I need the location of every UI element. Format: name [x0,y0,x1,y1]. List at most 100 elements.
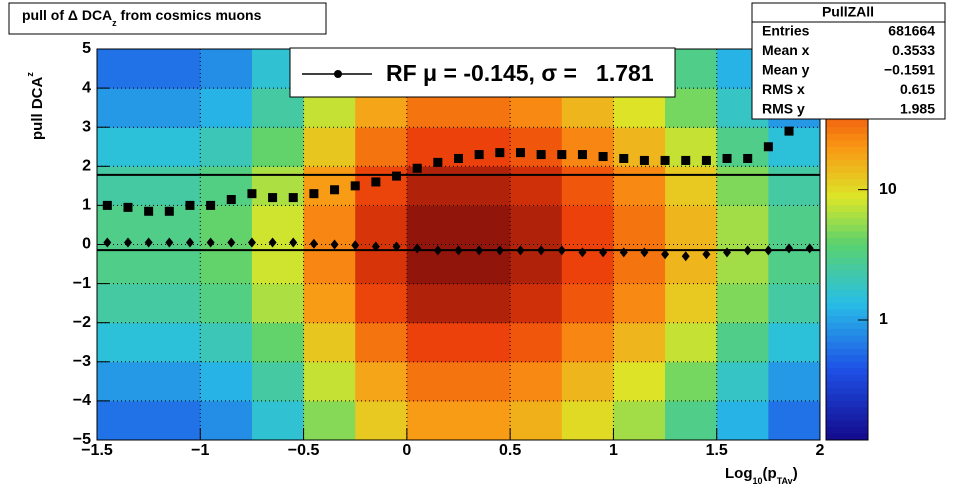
y-tick-label: 5 [82,40,91,57]
colorbar-band [826,342,868,350]
heat-cell [97,283,150,324]
colorbar-band [826,381,868,389]
x-tick-label: −0.5 [288,442,320,459]
stats-value: 0.3533 [892,42,935,58]
heat-cell [303,166,356,206]
colorbar-band [826,329,868,337]
profile-point [743,245,752,256]
heat-cell [768,205,821,245]
colorbar-band [826,290,868,298]
profile-point [722,153,732,163]
colorbar-band [826,120,868,128]
colorbar-band [826,309,868,317]
profile-point [412,163,422,173]
heat-cell [458,322,511,363]
profile-point [763,142,773,152]
colorbar-band [826,140,868,148]
heat-cell [303,127,356,167]
heat-cell [148,361,201,402]
heat-cell [303,283,356,324]
x-tick-label: −1 [191,442,209,459]
profile-point [102,200,112,210]
z-tick-label: 1 [879,311,888,328]
colorbar-band [826,368,868,376]
heat-cell [458,205,511,245]
colorbar-band [826,172,868,180]
y-axis-label: pull DCAz [25,72,46,140]
heat-cell [768,361,821,402]
profile-point [164,206,174,216]
heat-cell [510,400,563,441]
colorbar-band [826,231,868,239]
profile-point [123,202,133,212]
profile-point [805,243,814,254]
profile-point [640,247,649,258]
heat-cell [716,322,769,363]
heat-cell [716,283,769,324]
profile-point [537,245,546,256]
heat-cell [97,322,150,363]
heat-cell [768,283,821,324]
heat-cell [355,361,408,402]
heat-cell [510,205,563,245]
profile-point [351,240,360,251]
heat-cell [355,283,408,324]
heat-cell [406,166,459,206]
colorbar-band [826,192,868,200]
colorbar-band [826,387,868,395]
profile-point [330,185,340,195]
y-tick-label: −3 [73,353,91,370]
heat-cell [768,400,821,441]
profile-point [247,189,257,199]
heat-cell [148,49,201,89]
heat-cell [148,322,201,363]
heat-cell [613,400,666,441]
heat-cell [458,361,511,402]
heat-cell [510,127,563,167]
heat-cell [303,400,356,441]
profile-point [578,247,587,258]
heat-cell [510,361,563,402]
colorbar-band [826,264,868,272]
heat-cell [97,361,150,402]
profile-point [206,200,216,210]
y-tick-label: 1 [82,197,91,214]
heat-cell [561,361,614,402]
profile-point [330,239,339,250]
heat-cell [665,205,718,245]
profile-point [144,237,153,248]
heat-cell [303,205,356,245]
x-tick-label: 0.5 [499,442,521,459]
profile-point [165,237,174,248]
profile-point [309,238,318,249]
stats-label: Mean x [762,42,810,58]
colorbar-band [826,374,868,382]
stats-label: Mean y [762,62,810,78]
stats-value: −0.1591 [884,62,935,78]
profile-point [371,177,381,187]
profile-point [660,155,670,165]
profile-point [454,153,463,163]
heat-cell [561,166,614,206]
heat-cell [200,283,253,324]
profile-point [495,148,505,158]
profile-point [681,251,690,262]
colorbar-band [826,420,868,428]
heat-cell [406,283,459,324]
heat-cell [148,400,201,441]
heat-cell [768,127,821,167]
heat-cell [251,322,305,363]
profile-point [619,153,629,163]
colorbar-band [826,127,868,135]
profile-point [475,245,484,256]
heat-cell [716,205,769,245]
heat-cell [200,322,253,363]
x-tick-label: −1.5 [81,442,113,459]
y-tick-label: −1 [73,275,91,292]
colorbar-band [826,153,868,161]
y-tick-label: −4 [73,392,91,409]
heat-cell [200,205,253,245]
heat-cell [251,205,305,245]
colorbar-band [826,355,868,363]
y-tick-label: −2 [73,314,91,331]
